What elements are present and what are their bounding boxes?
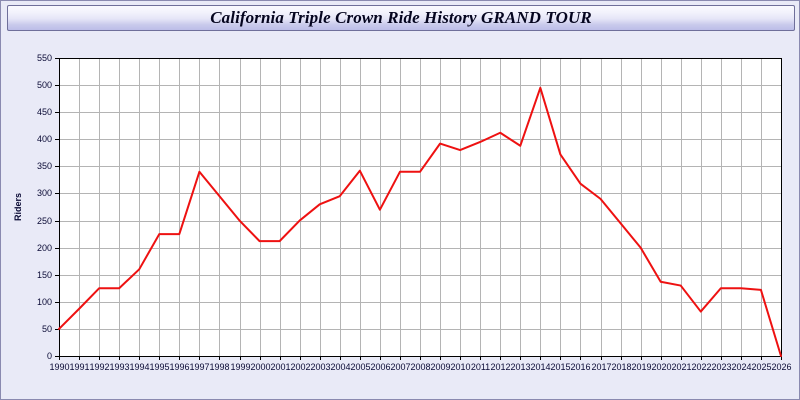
x-tick-label: 1990 xyxy=(49,362,69,372)
x-tick-label: 1993 xyxy=(109,362,129,372)
x-tick-label: 2016 xyxy=(570,362,590,372)
x-tick-label: 2015 xyxy=(550,362,570,372)
x-tick-label: 2023 xyxy=(711,362,731,372)
x-tick-label: 2014 xyxy=(530,362,550,372)
x-tick-label: 2021 xyxy=(671,362,691,372)
chart-plot-container: 0 50 100 150 200 250 300 350 400 450 500 550 1990 199… xyxy=(7,34,795,396)
x-tick-label: 1991 xyxy=(69,362,89,372)
y-tick-label: 0 xyxy=(47,351,52,361)
x-tick-label: 2003 xyxy=(310,362,330,372)
window-title-bar: California Triple Crown Ride History GRA… xyxy=(7,5,795,31)
x-tick-label: 2026 xyxy=(771,362,791,372)
x-tick-label: 2004 xyxy=(330,362,350,372)
x-tick-label: 2020 xyxy=(651,362,671,372)
y-tick-label: 250 xyxy=(37,216,52,226)
y-tick-label: 150 xyxy=(37,270,52,280)
y-tick-label: 200 xyxy=(37,243,52,253)
x-tick-label: 1996 xyxy=(169,362,189,372)
data-series-riders xyxy=(58,86,782,357)
y-axis-title: Riders xyxy=(13,193,23,221)
x-tick-label: 2022 xyxy=(691,362,711,372)
x-tick-label: 2012 xyxy=(490,362,510,372)
y-tick-label: 50 xyxy=(42,324,52,334)
x-tick-label: 1997 xyxy=(189,362,209,372)
x-tick-label: 1994 xyxy=(129,362,149,372)
y-tick-label: 400 xyxy=(37,134,52,144)
x-tick-label: 2010 xyxy=(450,362,470,372)
x-tick-label: 2024 xyxy=(731,362,751,372)
x-tick-label: 2011 xyxy=(471,362,490,372)
x-tick-label: 1992 xyxy=(89,362,109,372)
y-tick-label: 100 xyxy=(37,297,52,307)
x-tick-label: 1999 xyxy=(230,362,250,372)
x-tick-label: 2008 xyxy=(410,362,430,372)
x-tick-label: 2017 xyxy=(591,362,611,372)
x-tick-label: 1998 xyxy=(209,362,229,372)
chart-title: California Triple Crown Ride History GRA… xyxy=(210,8,592,27)
x-tick-label: 2005 xyxy=(350,362,370,372)
y-tick-label: 450 xyxy=(37,107,52,117)
x-tick-label: 2002 xyxy=(290,362,310,372)
y-tick-label: 500 xyxy=(37,80,52,90)
x-tick-label: 2013 xyxy=(510,362,530,372)
x-tick-label: 2007 xyxy=(390,362,410,372)
x-tick-label: 2025 xyxy=(751,362,771,372)
x-tick-label: 2000 xyxy=(250,362,270,372)
x-tick-label: 2019 xyxy=(631,362,651,372)
y-tick-label: 350 xyxy=(37,161,52,171)
x-tick-label: 2001 xyxy=(270,362,290,372)
y-tick-label: 300 xyxy=(37,188,52,198)
x-tick-label: 2006 xyxy=(370,362,390,372)
x-tick-label: 1995 xyxy=(149,362,169,372)
plot-border xyxy=(59,58,782,357)
x-tick-label: 2018 xyxy=(611,362,631,372)
x-tick-label: 2009 xyxy=(430,362,450,372)
y-tick-label: 550 xyxy=(37,53,52,63)
